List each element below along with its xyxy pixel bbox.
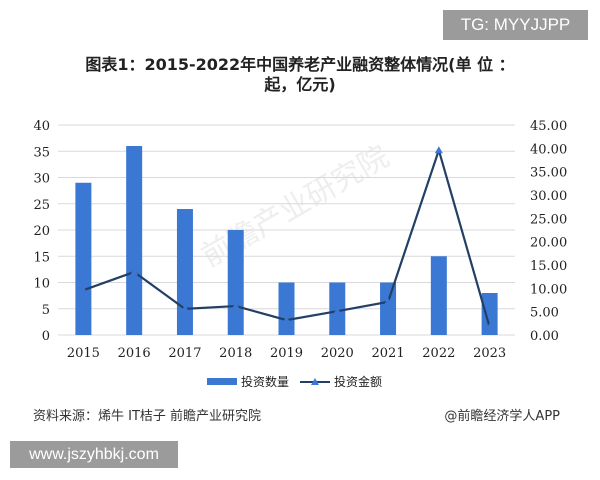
left-axis-tick: 20 (33, 224, 50, 239)
top-watermark: TG: MYYJJPP (443, 10, 588, 40)
legend-bar-label: 投资数量 (241, 374, 289, 389)
right-axis-tick: 10.00 (530, 282, 567, 297)
triangle-marker-icon (79, 286, 88, 294)
legend-bar-swatch (207, 378, 237, 385)
background-watermark: 前瞻产业研究院 (196, 139, 395, 274)
left-axis-tick: 30 (33, 172, 50, 187)
left-axis-tick: 0 (42, 329, 50, 344)
left-axis-tick: 5 (42, 303, 50, 318)
x-axis-tick: 2015 (67, 346, 100, 361)
bar-2019 (278, 282, 295, 335)
right-axis-tick: 15.00 (530, 259, 567, 274)
bar-2016 (126, 146, 143, 335)
left-axis-tick: 40 (33, 119, 50, 134)
triangle-marker-icon (384, 297, 393, 305)
right-axis-tick: 40.00 (530, 142, 567, 157)
bar-2021 (380, 282, 397, 335)
chart-title: 图表1：2015-2022年中国养老产业融资整体情况(单 位 ： 起，亿元) (40, 55, 560, 95)
legend-triangle-icon (311, 378, 319, 385)
x-axis-tick: 2016 (118, 346, 151, 361)
title-line-2: 起，亿元) (264, 75, 336, 94)
x-axis-tick: 2018 (219, 346, 252, 361)
right-axis-tick: 20.00 (530, 236, 567, 251)
triangle-marker-icon (333, 307, 342, 315)
triangle-marker-icon (180, 304, 189, 312)
right-axis-tick: 0.00 (530, 329, 559, 344)
right-axis-tick: 45.00 (530, 119, 567, 134)
right-axis-tick: 5.00 (530, 306, 559, 321)
bar-2015 (75, 182, 92, 335)
x-axis-tick: 2020 (321, 346, 354, 361)
triangle-marker-icon (282, 316, 291, 324)
bar-2018 (227, 230, 244, 335)
credit-note: @前瞻经济学人APP (444, 409, 560, 424)
left-axis-tick: 25 (33, 198, 50, 213)
right-axis-tick: 25.00 (530, 212, 567, 227)
bar-2022 (430, 256, 447, 335)
right-axis-tick: 30.00 (530, 189, 567, 204)
triangle-marker-icon (434, 146, 443, 154)
bottom-watermark: www.jszyhbkj.com (10, 441, 178, 468)
triangle-marker-icon (130, 268, 139, 275)
left-axis-tick: 10 (33, 277, 50, 292)
x-axis-tick: 2017 (168, 346, 201, 361)
left-axis-tick: 15 (33, 250, 50, 265)
legend-line-label: 投资金额 (334, 374, 382, 389)
source-note: 资料来源：烯牛 IT桔子 前瞻产业研究院 (33, 409, 262, 424)
bar-2017 (176, 209, 193, 335)
x-axis-tick: 2022 (422, 346, 455, 361)
x-axis-tick: 2023 (473, 346, 506, 361)
triangle-marker-icon (485, 323, 494, 331)
right-axis-tick: 35.00 (530, 166, 567, 181)
left-axis-tick: 35 (33, 145, 50, 160)
x-axis-tick: 2021 (372, 346, 405, 361)
triangle-marker-icon (231, 302, 240, 310)
title-line-1: 图表1：2015-2022年中国养老产业融资整体情况(单 位 ： (85, 55, 515, 74)
bar-2023 (481, 293, 498, 335)
x-axis-tick: 2019 (270, 346, 303, 361)
